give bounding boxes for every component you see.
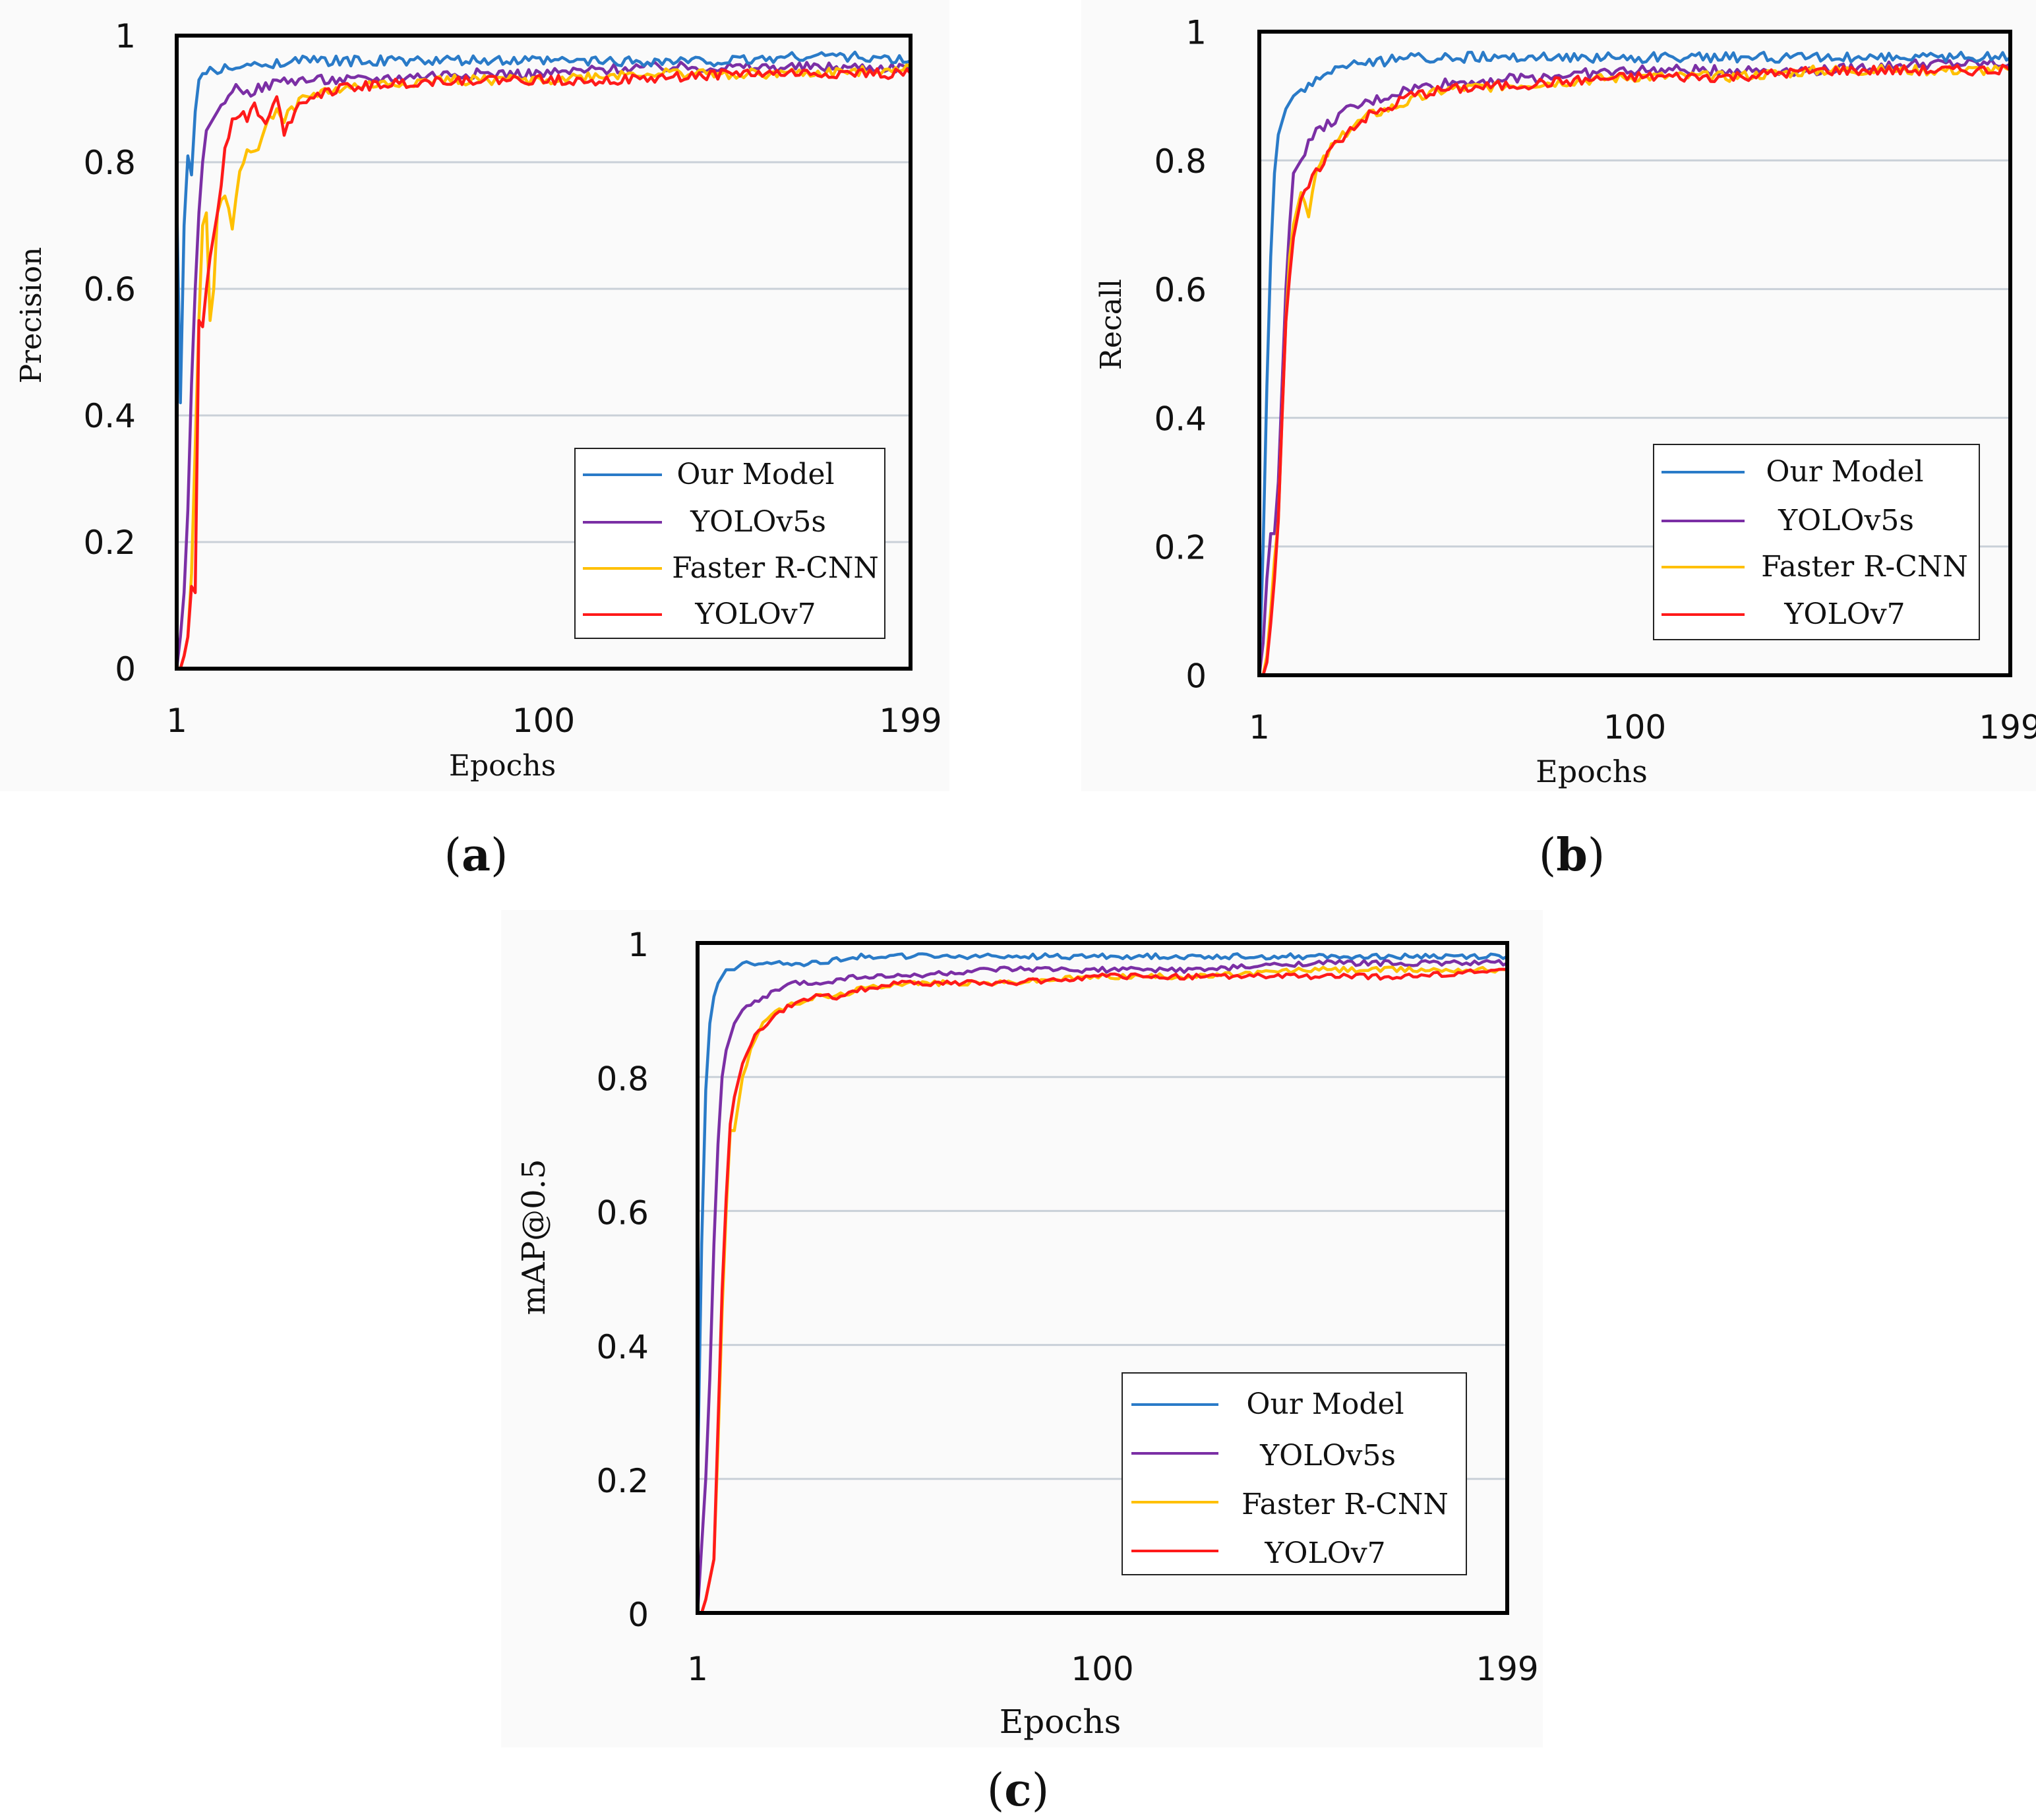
y-tick-label: 0 (1185, 657, 1207, 696)
x-tick-label: 1 (687, 1650, 708, 1688)
legend: Our Model YOLOv5s Faster R-CNN YOLOv7 (1122, 1372, 1467, 1575)
y-axis-label: Precision (15, 247, 48, 384)
y-tick-label: 1 (115, 17, 136, 55)
legend: Our Model YOLOv5s Faster R-CNN YOLOv7 (1653, 444, 1980, 640)
y-tick-label: 0.8 (596, 1060, 649, 1098)
caption-b: (b) (1539, 829, 1605, 882)
x-tick-label: 100 (512, 702, 575, 740)
x-axis-label: Epochs (449, 749, 556, 783)
series-line-yolov7 (698, 967, 1508, 1615)
x-tick-label: 100 (1603, 708, 1666, 746)
legend-label-faster-rcnn: Faster R-CNN (1242, 1488, 1449, 1521)
plot-frame (696, 941, 1509, 1615)
y-tick-label: 0 (115, 650, 136, 688)
legend: Our Model YOLOv5s Faster R-CNN YOLOv7 (574, 448, 885, 639)
legend-label-yolov7: YOLOv7 (694, 597, 816, 631)
x-tick-label: 199 (879, 702, 942, 740)
y-tick-label: 0.2 (83, 524, 136, 562)
legend-label-yolov7: YOLOv7 (1264, 1536, 1385, 1570)
plot-frame (175, 34, 913, 671)
legend-label-yolov5s: YOLOv5s (1259, 1439, 1396, 1472)
legend-label-our-model: Our Model (1766, 455, 1923, 489)
y-tick-label: 0.8 (1154, 142, 1207, 181)
legend-label-yolov5s: YOLOv5s (690, 505, 826, 539)
legend-label-faster-rcnn: Faster R-CNN (672, 551, 879, 585)
x-axis-label: Epochs (1000, 1703, 1121, 1741)
series-line-our-model (696, 952, 1509, 1479)
series-line-yolov5s (696, 959, 1508, 1614)
series-line-our-model (175, 50, 911, 405)
legend-label-yolov7: YOLOv7 (1783, 597, 1905, 631)
legend-label-yolov5s: YOLOv5s (1778, 504, 1914, 537)
series-line-yolov7 (1259, 63, 2012, 677)
series-line-yolov5s (1257, 57, 2012, 676)
legend-label-our-model: Our Model (676, 458, 834, 491)
y-tick-label: 0.2 (1154, 529, 1207, 567)
x-tick-label: 100 (1071, 1650, 1133, 1688)
y-tick-label: 0.4 (596, 1328, 649, 1366)
y-tick-label: 1 (628, 926, 649, 964)
chart-panel-c: 0 0.2 0.4 0.6 0.8 1 1 100 199 mAP@0.5 Epochs Ou… (501, 910, 1543, 1747)
x-tick-label: 1 (166, 702, 187, 740)
y-tick-label: 0.8 (83, 144, 136, 182)
x-tick-label: 1 (1249, 708, 1270, 746)
caption-c: (c) (987, 1764, 1049, 1817)
caption-a: (a) (444, 829, 508, 882)
chart-panel-b: 0 0.2 0.4 0.6 0.8 1 1 100 199 Recall Epochs Our… (1081, 0, 2036, 791)
series-line-our-model (1257, 50, 2012, 676)
y-tick-label: 0.4 (83, 397, 136, 435)
series-line-yolov5s (175, 61, 911, 669)
y-axis-label: mAP@0.5 (516, 1159, 553, 1316)
y-axis-label: Recall (1094, 279, 1128, 370)
x-tick-label: 199 (1979, 708, 2036, 746)
y-tick-label: 0.4 (1154, 400, 1207, 438)
y-tick-label: 0.2 (596, 1462, 649, 1500)
legend-label-faster-rcnn: Faster R-CNN (1761, 550, 1968, 584)
y-tick-label: 0.6 (1154, 271, 1207, 309)
plot-frame (1257, 30, 2012, 677)
y-tick-label: 0 (628, 1596, 649, 1634)
series-line-yolov7 (177, 67, 912, 671)
legend-label-our-model: Our Model (1246, 1387, 1404, 1421)
y-tick-label: 0.6 (83, 270, 136, 309)
x-tick-label: 199 (1476, 1650, 1538, 1688)
y-tick-label: 0.6 (596, 1194, 649, 1232)
y-tick-label: 1 (1185, 14, 1207, 52)
chart-panel-a: 00.20.40.60.81 1 100 199 Precision Epochs … (0, 0, 949, 791)
x-axis-label: Epochs (1536, 754, 1648, 789)
